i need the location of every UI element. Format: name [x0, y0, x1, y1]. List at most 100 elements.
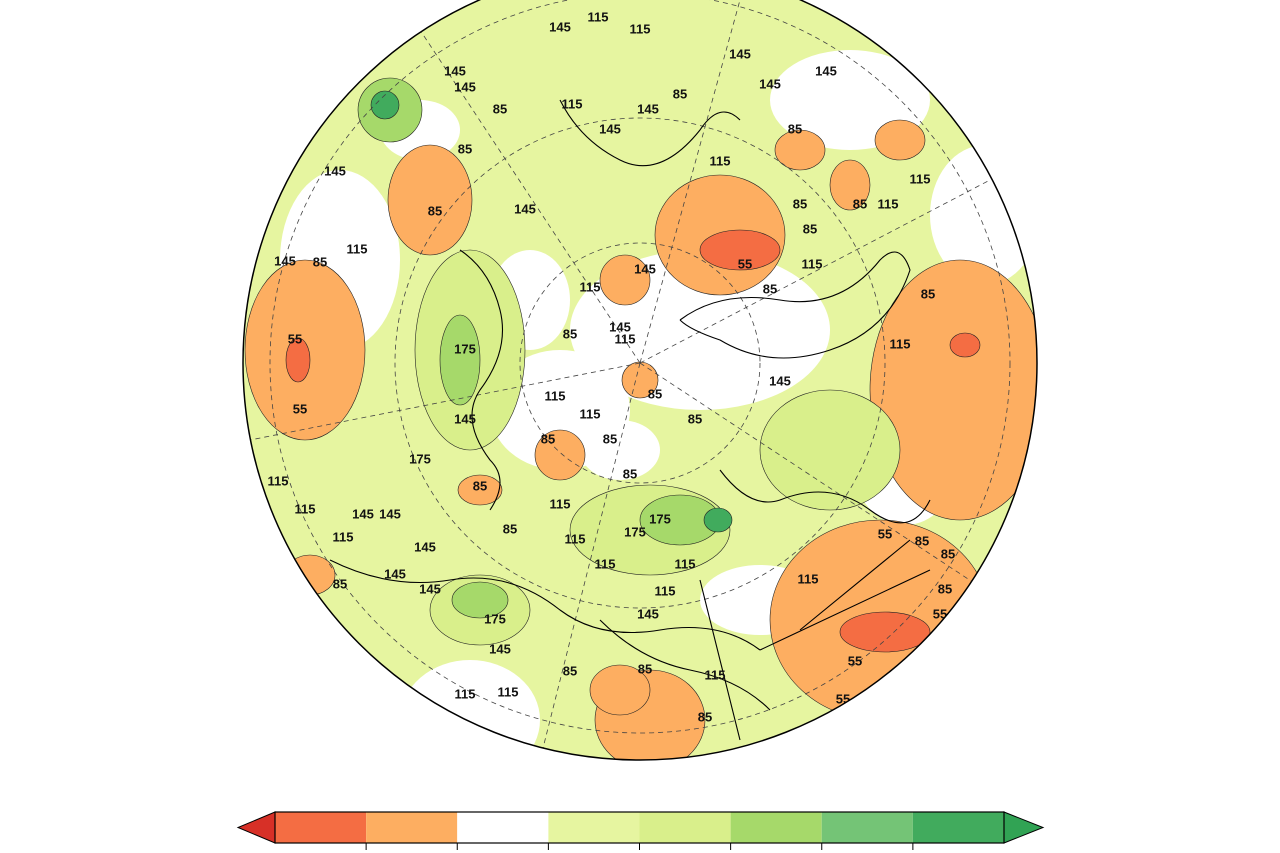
contour-region [457, 474, 503, 506]
graticule [249, 0, 1011, 760]
contour-label: 175 [649, 511, 671, 526]
contour-label: 175 [624, 524, 646, 539]
contour-label: 145 [324, 163, 346, 178]
colorbar-under-arrow [236, 811, 276, 844]
contour-label: 85 [473, 478, 487, 493]
contour-label: 85 [428, 203, 442, 218]
contour-label: 115 [588, 9, 609, 24]
contour-label: 115 [498, 684, 519, 699]
contour-label: 145 [444, 63, 466, 78]
contour-label: 85 [333, 576, 347, 591]
contour-region [949, 332, 981, 358]
contour-label: 145 [454, 79, 476, 94]
contour-label: 145 [599, 121, 621, 136]
contour-label: 85 [648, 386, 662, 401]
contour-label: 115 [295, 501, 316, 516]
contour-region [703, 507, 733, 533]
contour-region [439, 314, 481, 406]
contour-label: 115 [710, 153, 731, 168]
contour-label: 145 [634, 261, 656, 276]
colorbar-segment [457, 812, 549, 843]
contour-label: 145 [729, 46, 751, 61]
contour-label: 115 [565, 531, 586, 546]
contour-label: 145 [454, 411, 476, 426]
contour-region [534, 429, 586, 481]
contour-label: 115 [890, 336, 911, 351]
contour-label: 85 [623, 466, 637, 481]
contour-label: 115 [545, 388, 566, 403]
contour-region [580, 420, 660, 480]
contour-label: 85 [788, 121, 802, 136]
contour-label: 115 [455, 686, 476, 701]
contour-label: 145 [759, 76, 781, 91]
contour-region [387, 144, 473, 256]
contour-label: 115 [655, 583, 676, 598]
contour-label: 85 [915, 533, 929, 548]
contour-label: 145 [637, 606, 659, 621]
contour-label: 145 [352, 506, 374, 521]
contour-label: 55 [848, 653, 862, 668]
contour-label: 115 [705, 667, 726, 682]
contour-region [370, 90, 400, 120]
contour-label: 85 [563, 326, 577, 341]
contour-label: 115 [878, 196, 899, 211]
contour-label: 115 [580, 406, 601, 421]
coastlines [329, 99, 931, 741]
contour-label: 115 [550, 496, 571, 511]
contour-region [285, 337, 311, 383]
colorbar-over-arrow [1003, 811, 1045, 844]
contour-label: 85 [938, 581, 952, 596]
colorbar [236, 811, 1045, 850]
contour-label: 55 [288, 331, 302, 346]
contour-label: 145 [637, 101, 659, 116]
contour-region [400, 660, 540, 760]
contour-label: 85 [673, 86, 687, 101]
contour-label: 145 [815, 63, 837, 78]
contour-label: 115 [562, 96, 583, 111]
contour-label: 85 [503, 521, 517, 536]
contour-region [759, 389, 901, 511]
contour-region [284, 554, 336, 596]
colorbar-segment [639, 812, 731, 843]
contour-label: 115 [333, 529, 354, 544]
contour-label: 115 [802, 256, 823, 271]
colorbar-segment [275, 812, 367, 843]
contour-label: 145 [419, 581, 441, 596]
contour-label: 85 [603, 431, 617, 446]
contour-label: 175 [454, 341, 476, 356]
contour-label: 55 [293, 401, 307, 416]
contour-label: 115 [675, 556, 696, 571]
contour-label: 145 [384, 566, 406, 581]
contour-label: 145 [414, 539, 436, 554]
contour-label: 85 [563, 663, 577, 678]
contour-region [774, 129, 826, 171]
colorbar-segment [821, 812, 913, 843]
contour-label: 145 [549, 19, 571, 34]
contour-label: 145 [514, 201, 536, 216]
contour-label: 85 [853, 196, 867, 211]
contour-label: 85 [698, 709, 712, 724]
contour-label: 85 [803, 221, 817, 236]
contour-label: 85 [793, 196, 807, 211]
contour-label: 115 [595, 556, 616, 571]
colorbar-segment [912, 812, 1004, 843]
contour-label: 115 [347, 241, 368, 256]
contour-label: 85 [921, 286, 935, 301]
contour-label: 145 [769, 373, 791, 388]
contour-region [699, 229, 781, 271]
contour-label: 85 [941, 546, 955, 561]
contour-label: 85 [458, 141, 472, 156]
colorbar-segment [730, 812, 822, 843]
contour-label: 145 [379, 506, 401, 521]
contour-label: 85 [763, 281, 777, 296]
contour-label: 85 [638, 661, 652, 676]
contour-label: 85 [541, 431, 555, 446]
colorbar-frame [274, 811, 1005, 844]
contour-region [451, 581, 509, 619]
contour-region [599, 254, 651, 306]
contour-label: 145 [274, 253, 296, 268]
contour-label: 145 [489, 641, 511, 656]
contour-region [829, 159, 871, 211]
